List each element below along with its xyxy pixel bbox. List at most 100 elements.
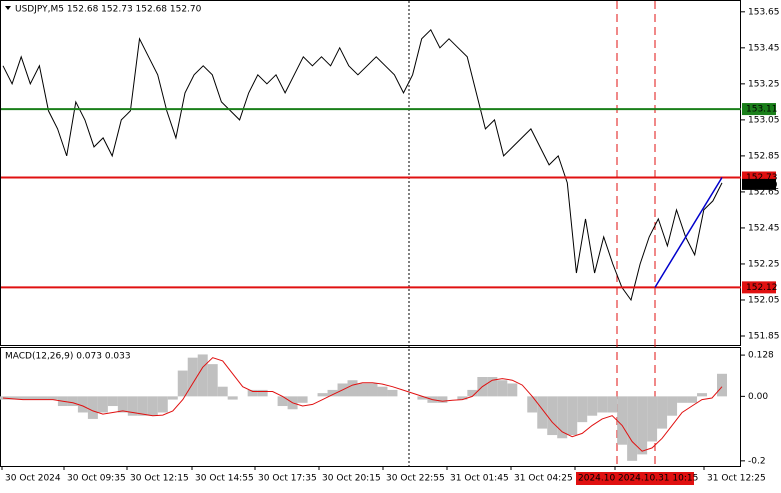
macd-bar [497, 380, 508, 397]
macd-bar [227, 396, 238, 400]
macd-bar [667, 396, 678, 416]
macd-bar [717, 373, 727, 397]
macd-bar [527, 396, 538, 413]
macd-bar [347, 380, 358, 397]
time-label: 30 Oct 22:55 [386, 474, 445, 484]
level-tag [742, 281, 776, 294]
macd-bar [87, 396, 98, 419]
macd-bar [67, 396, 78, 407]
macd-bar [617, 396, 628, 445]
y-tick-label: 152.05 [748, 295, 780, 305]
y-tick-label: 152.45 [748, 223, 780, 233]
macd-bar [607, 396, 618, 413]
time-highlight [576, 472, 616, 485]
time-label: 2024.10.31 10:15 [618, 474, 698, 484]
macd-bar [357, 383, 368, 397]
time-label: 30 Oct 14:55 [195, 474, 254, 484]
y-tick-label: -0.2 [748, 456, 766, 466]
y-tick-label: 0.128 [748, 351, 774, 361]
macd-bar [187, 357, 198, 397]
level-label: 152.73 [746, 173, 778, 183]
macd-bar [637, 396, 648, 455]
time-highlight [616, 472, 694, 485]
macd-bar [247, 389, 258, 397]
time-label: 31 Oct 01:45 [450, 474, 509, 484]
macd-bar [697, 393, 708, 397]
y-tick-label: 0.00 [748, 392, 768, 402]
macd-bar [47, 396, 58, 400]
macd-bar [127, 396, 138, 416]
macd-bar [297, 396, 308, 403]
macd-bar [177, 370, 188, 397]
macd-bar [107, 396, 118, 407]
macd-bar [257, 389, 268, 397]
macd-bar [137, 396, 148, 416]
level-label: 153.11 [746, 105, 778, 115]
macd-bar [167, 396, 178, 400]
macd-bar [537, 396, 548, 429]
level-label: 152.12 [746, 283, 778, 293]
current-price-label: 152.70 [746, 180, 778, 190]
macd-bar [547, 396, 558, 436]
macd-bar [437, 396, 448, 403]
macd-bar [327, 389, 338, 397]
macd-bar [457, 396, 468, 400]
time-label: 31 Oct 12:25 [707, 474, 766, 484]
menu-arrow [5, 6, 11, 10]
macd-bar [77, 396, 88, 413]
current-price-tag [742, 178, 776, 190]
y-tick-label: 152.25 [748, 259, 780, 269]
time-label: 30 Oct 2024 [5, 474, 61, 484]
macd-bar [507, 383, 518, 397]
price-panel [0, 0, 741, 346]
macd-bar [597, 396, 608, 413]
time-label: 30 Oct 20:15 [322, 474, 381, 484]
macd-bar [387, 389, 398, 397]
macd-bar [647, 396, 658, 442]
macd-bar [207, 364, 218, 397]
macd-bar [677, 396, 688, 403]
symbol-header: USDJPY,M5 152.68 152.73 152.68 152.70 [15, 5, 202, 15]
macd-panel [0, 347, 741, 467]
macd-header: MACD(12,26,9) 0.073 0.033 [5, 352, 131, 362]
y-tick-label: 153.25 [748, 79, 780, 89]
y-tick-label: 152.85 [748, 151, 780, 161]
y-tick-label: 153.05 [748, 115, 780, 125]
macd-bar [37, 396, 48, 400]
macd-bar [377, 386, 388, 397]
level-tag [742, 103, 776, 116]
y-tick-label: 153.45 [748, 43, 780, 53]
macd-bar [277, 396, 288, 407]
macd-bar [17, 396, 28, 400]
time-label: 2024.10 [578, 474, 615, 484]
macd-bar [567, 396, 578, 436]
macd-bar [27, 396, 38, 400]
signal-line [2, 357, 723, 452]
macd-bar [587, 396, 598, 416]
time-label: 30 Oct 09:35 [67, 474, 126, 484]
time-label: 30 Oct 12:15 [130, 474, 189, 484]
macd-bar [627, 396, 638, 461]
macd-bar [147, 396, 158, 416]
macd-bar [157, 396, 168, 413]
y-tick-label: 152.65 [748, 187, 780, 197]
macd-bar [367, 383, 378, 397]
y-tick-label: 153.65 [748, 7, 780, 17]
macd-bar [97, 396, 108, 413]
macd-bar [657, 396, 668, 429]
macd-bar [687, 396, 698, 403]
macd-bar [577, 396, 588, 423]
macd-bar [487, 377, 498, 397]
macd-bar [317, 393, 328, 397]
trend-line [654, 177, 723, 288]
macd-bar [557, 396, 568, 439]
macd-bar [7, 396, 18, 400]
time-label: 31 Oct 04:25 [514, 474, 573, 484]
time-label: 30 Oct 17:35 [258, 474, 317, 484]
macd-bar [217, 386, 228, 397]
macd-bar [467, 389, 478, 397]
price-line [2, 28, 723, 302]
y-tick-label: 151.85 [748, 331, 780, 341]
